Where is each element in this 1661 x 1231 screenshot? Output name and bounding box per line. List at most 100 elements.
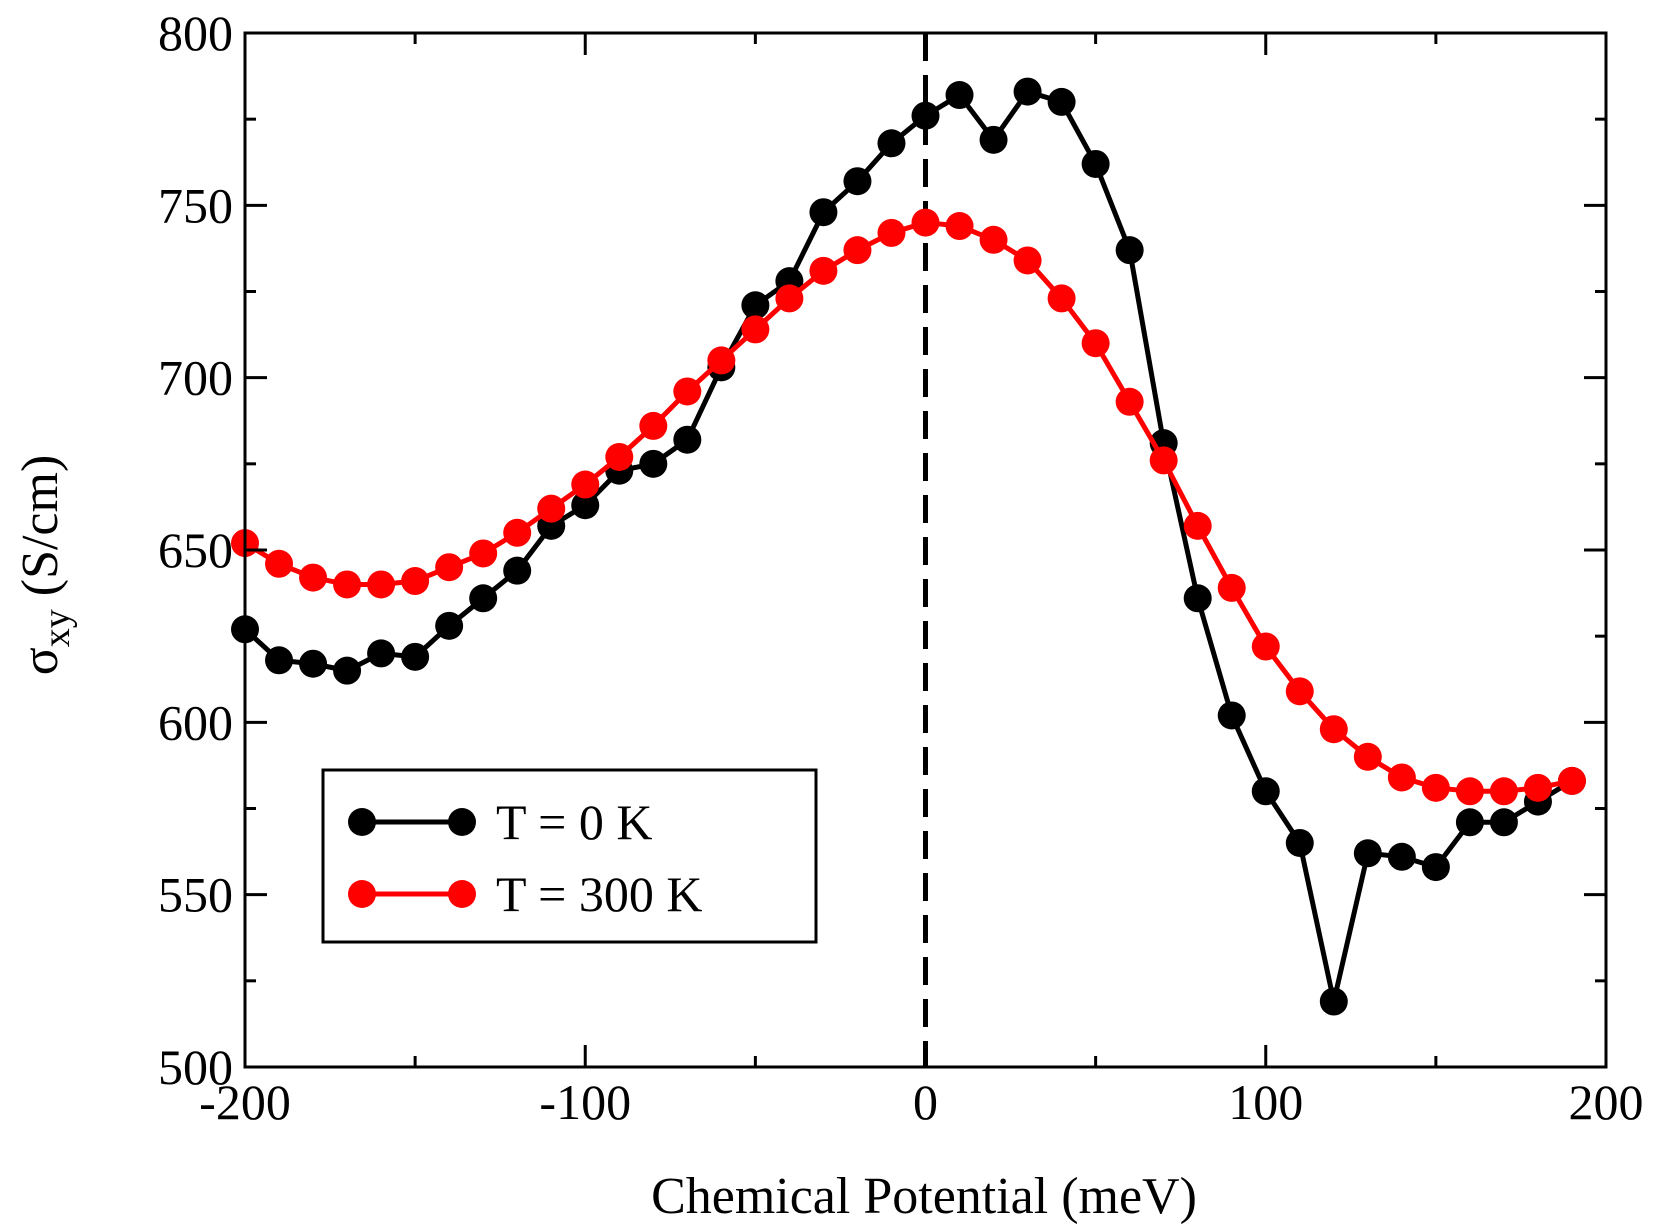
- data-point-s0-26: [1115, 236, 1144, 265]
- data-point-s0-28: [1183, 584, 1212, 613]
- legend-marker-t300-left: [348, 880, 376, 908]
- data-point-s1-31: [1285, 677, 1314, 706]
- data-point-s1-15: [741, 315, 770, 344]
- data-point-s1-34: [1387, 763, 1416, 792]
- data-point-s1-9: [537, 494, 566, 523]
- data-point-s0-7: [469, 584, 498, 613]
- x-tick-label: 200: [1569, 1074, 1644, 1130]
- legend-label-t300: T = 300 K: [496, 866, 702, 922]
- data-point-s0-3: [333, 656, 362, 685]
- data-point-s0-29: [1217, 701, 1246, 730]
- data-point-s0-35: [1421, 853, 1450, 882]
- data-point-s0-31: [1285, 828, 1314, 857]
- y-tick-label: 500: [158, 1039, 233, 1095]
- data-point-s1-8: [503, 518, 532, 547]
- x-tick-label: -200: [199, 1074, 291, 1130]
- data-point-s0-6: [435, 611, 464, 640]
- axes-layer: -200 -100 0 100 200 500 550 600 650 700 750 800: [158, 5, 1644, 1130]
- data-point-s0-19: [877, 129, 906, 158]
- data-point-s0-1: [265, 646, 294, 675]
- data-point-s1-18: [843, 236, 872, 265]
- data-point-s1-28: [1183, 511, 1212, 540]
- data-point-s1-21: [945, 212, 974, 241]
- data-point-s1-11: [605, 442, 634, 471]
- y-axis-label-subscript: xy: [36, 609, 78, 647]
- series-line-1: [243, 220, 1573, 794]
- legend-label-t0: T = 0 K: [496, 794, 652, 850]
- y-tick-label: 800: [158, 5, 233, 61]
- data-point-s1-20: [911, 208, 940, 237]
- series-line-0: [243, 89, 1574, 1005]
- data-point-s0-25: [1081, 149, 1110, 178]
- series-layer: [231, 77, 1586, 1016]
- legend-marker-t300-right: [448, 880, 476, 908]
- x-axis-label: Chemical Potential (meV): [651, 1168, 1197, 1225]
- data-point-s0-21: [945, 81, 974, 110]
- data-point-s0-30: [1251, 777, 1280, 806]
- data-point-s0-12: [639, 449, 668, 478]
- y-tick-label: 700: [158, 350, 233, 406]
- data-point-s1-19: [877, 218, 906, 247]
- data-point-s1-29: [1217, 573, 1246, 602]
- data-point-s1-1: [265, 549, 294, 578]
- data-point-s1-26: [1115, 387, 1144, 416]
- data-point-s1-30: [1251, 632, 1280, 661]
- data-point-s0-33: [1353, 839, 1382, 868]
- x-tick-label: 100: [1228, 1074, 1303, 1130]
- data-point-s1-4: [367, 570, 396, 599]
- legend-marker-t0-left: [348, 808, 376, 836]
- data-point-s1-13: [673, 377, 702, 406]
- data-point-s1-16: [775, 284, 804, 313]
- x-tick-label: 0: [913, 1074, 938, 1130]
- data-point-s0-15: [741, 291, 770, 320]
- data-point-s0-13: [673, 425, 702, 454]
- y-tick-label: 750: [158, 177, 233, 233]
- data-point-s1-14: [707, 346, 736, 375]
- data-point-s1-32: [1319, 715, 1348, 744]
- data-point-s0-4: [367, 639, 396, 668]
- data-point-s1-27: [1149, 446, 1178, 475]
- data-point-s0-10: [571, 491, 600, 520]
- data-point-s0-22: [979, 125, 1008, 154]
- x-tick-label: -100: [539, 1074, 631, 1130]
- data-point-s1-10: [571, 470, 600, 499]
- data-point-s1-37: [1489, 777, 1518, 806]
- y-tick-label: 600: [158, 694, 233, 750]
- data-point-s1-24: [1047, 284, 1076, 313]
- data-point-s1-5: [401, 567, 430, 596]
- y-axis-label-symbol: σ: [12, 647, 69, 675]
- data-point-s1-25: [1081, 329, 1110, 358]
- data-point-s1-3: [333, 570, 362, 599]
- data-point-s1-22: [979, 225, 1008, 254]
- data-point-s0-23: [1013, 77, 1042, 106]
- y-axis-label-unit: (S/cm): [12, 455, 69, 610]
- data-point-s0-32: [1319, 987, 1348, 1016]
- data-point-s1-39: [1557, 766, 1586, 795]
- data-point-s1-23: [1013, 246, 1042, 275]
- data-point-s1-33: [1353, 742, 1382, 771]
- data-point-s0-34: [1387, 842, 1416, 871]
- data-point-s1-12: [639, 411, 668, 440]
- y-tick-label: 550: [158, 867, 233, 923]
- legend-marker-t0-right: [448, 808, 476, 836]
- data-point-s0-8: [503, 556, 532, 585]
- data-point-s0-20: [911, 101, 940, 130]
- data-point-s1-36: [1455, 777, 1484, 806]
- data-point-s0-2: [299, 649, 328, 678]
- data-point-s0-37: [1489, 808, 1518, 837]
- data-point-s0-18: [843, 167, 872, 196]
- legend-box: [321, 768, 818, 944]
- data-point-s1-17: [809, 256, 838, 285]
- y-tick-label: 650: [158, 522, 233, 578]
- data-point-s0-17: [809, 198, 838, 227]
- data-point-s0-5: [401, 642, 430, 671]
- data-point-s1-2: [299, 563, 328, 592]
- data-point-s0-24: [1047, 87, 1076, 116]
- data-point-s1-38: [1523, 773, 1552, 802]
- data-point-s1-7: [469, 539, 498, 568]
- data-point-s1-6: [435, 553, 464, 582]
- data-point-s1-35: [1421, 773, 1450, 802]
- legend: T = 0 K T = 300 K: [321, 768, 818, 944]
- y-axis-label: σxy (S/cm): [12, 455, 78, 676]
